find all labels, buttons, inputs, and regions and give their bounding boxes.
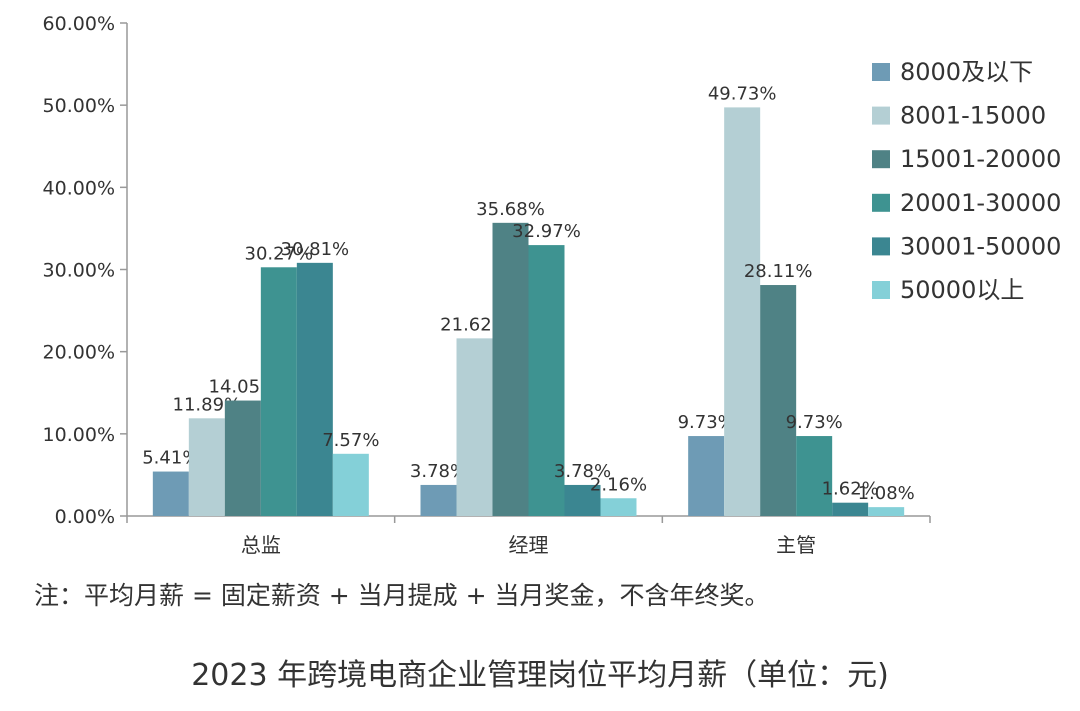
bar (260, 267, 297, 516)
data-label: 49.73% (708, 83, 777, 104)
legend-label: 20001-30000 (900, 189, 1061, 217)
legend-label: 50000以上 (900, 276, 1024, 304)
y-tick-label: 50.00% (43, 95, 115, 117)
legend-label: 30001-50000 (900, 232, 1061, 260)
y-tick-label: 30.00% (43, 260, 115, 282)
data-label: 9.73% (786, 412, 843, 433)
y-tick-label: 0.00% (55, 506, 115, 528)
legend-swatch (872, 281, 890, 299)
data-label: 3.78% (554, 461, 611, 482)
data-label: 35.68% (476, 199, 545, 220)
bar (832, 502, 869, 516)
bar (296, 262, 333, 516)
y-tick-label: 20.00% (43, 342, 115, 364)
bar (456, 338, 493, 516)
data-label: 1.08% (858, 483, 915, 504)
legend-swatch (872, 237, 890, 256)
chart-note: 注：平均月薪 = 固定薪资 + 当月提成 + 当月奖金，不含年终奖。 (34, 581, 770, 610)
data-label: 32.97% (512, 221, 581, 242)
bar (420, 484, 457, 516)
bar (760, 285, 797, 516)
bar (868, 507, 905, 516)
chart-title: 2023 年跨境电商企业管理岗位平均月薪（单位：元) (191, 658, 889, 693)
data-label: 3.78% (410, 461, 467, 482)
bar (332, 453, 369, 516)
bar (188, 418, 225, 516)
bar (528, 245, 565, 516)
data-label: 21.62% (440, 314, 509, 335)
legend-label: 8001-15000 (900, 102, 1046, 130)
legend-swatch (872, 63, 890, 81)
x-category-label: 总监 (241, 533, 281, 557)
data-label: 9.73% (678, 412, 735, 433)
bar (796, 436, 833, 516)
y-tick-label: 60.00% (43, 13, 115, 35)
data-label: 7.57% (322, 430, 379, 451)
bar (600, 498, 637, 516)
bar (688, 436, 725, 516)
legend-label: 15001-20000 (900, 145, 1061, 173)
legend-swatch (872, 193, 890, 212)
bar (492, 222, 529, 516)
x-category-label: 经理 (509, 533, 549, 557)
data-label: 14.05% (209, 377, 278, 398)
legend-label: 8000及以下 (900, 58, 1033, 86)
bar (152, 471, 189, 516)
data-label: 5.41% (142, 448, 199, 469)
bar (564, 484, 601, 516)
data-label: 30.81% (281, 239, 350, 260)
legend-swatch (872, 106, 890, 125)
axes: 0.00% 10.00% 20.00% 30.00% 40.00% 50.00% 60.00… (43, 13, 931, 557)
data-label: 28.11% (744, 261, 813, 282)
legend-swatch (872, 150, 890, 169)
data-label: 1.62% (822, 479, 879, 500)
data-label: 11.89% (173, 394, 242, 415)
bars: 5.41% 3.78% 9.73% 11.89% 21.62% 49.73% 14.05% 3… (142, 83, 915, 517)
data-label: 30.27% (245, 243, 314, 264)
y-tick-label: 10.00% (43, 424, 115, 446)
legend: 8000及以下 8001-15000 15001-20000 20001-30000 3… (872, 58, 1061, 304)
x-category-label: 主管 (776, 533, 816, 557)
bar (224, 400, 261, 516)
data-label: 2.16% (590, 474, 647, 495)
y-tick-label: 40.00% (43, 177, 115, 199)
bar (724, 107, 761, 517)
